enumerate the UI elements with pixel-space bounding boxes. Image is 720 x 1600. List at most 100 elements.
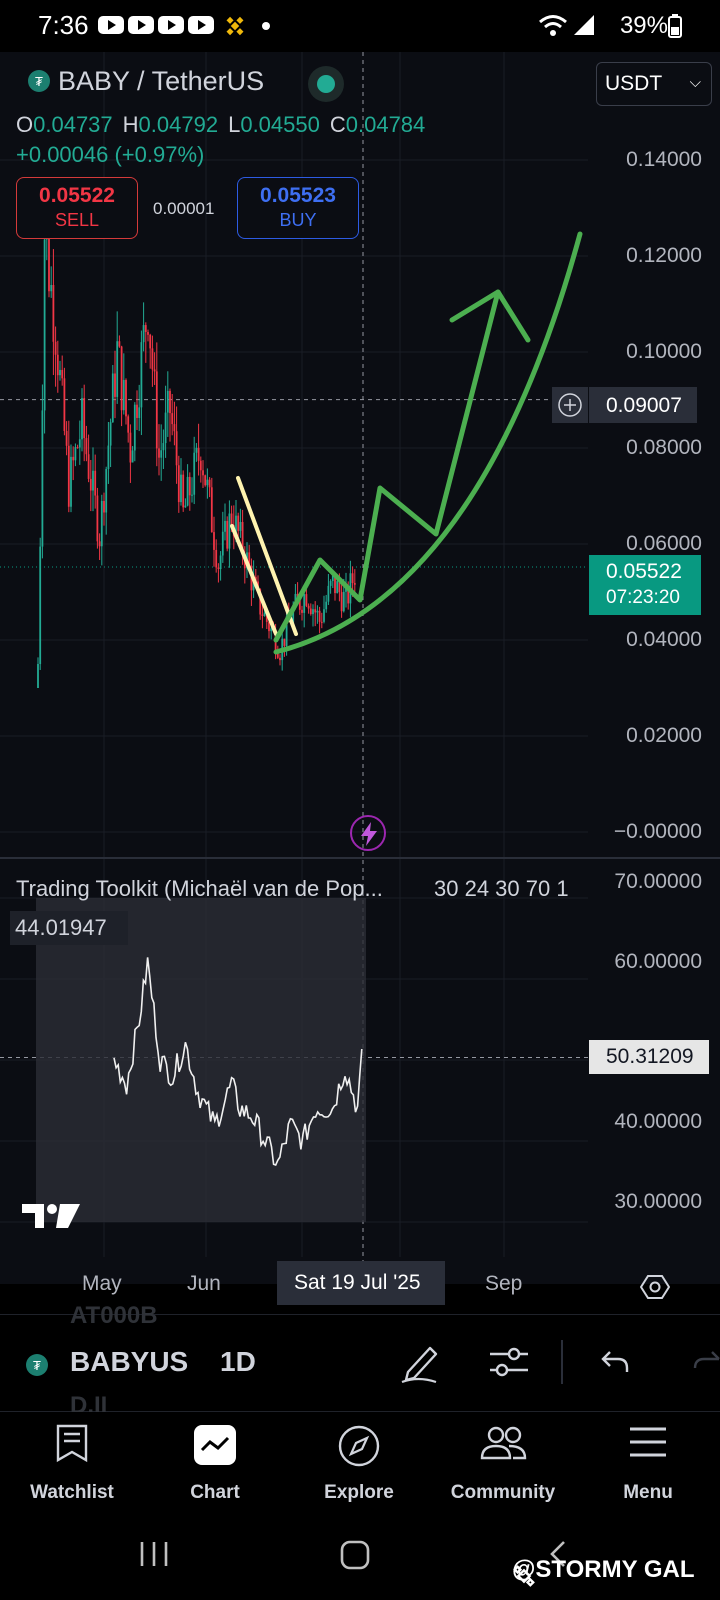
home-icon[interactable] <box>340 1540 370 1570</box>
sell-button[interactable]: 0.05522 SELL <box>16 177 138 239</box>
symbol-picker[interactable]: BABYUS <box>70 1346 189 1377</box>
currency-select[interactable]: USDT ⌵ <box>596 62 712 106</box>
time-tick-may: May <box>82 1272 122 1295</box>
oscillator-last-label: 50.31209 <box>589 1040 709 1074</box>
redo-icon[interactable] <box>692 1348 720 1376</box>
bottom-nav <box>0 1412 720 1532</box>
symbol-title[interactable]: BABY / TetherUS <box>58 66 265 96</box>
high-value: 0.04792 <box>138 112 219 137</box>
undo-icon[interactable] <box>600 1348 630 1376</box>
candle-body <box>338 581 341 593</box>
candle-body <box>351 573 354 584</box>
candle-body <box>301 609 303 613</box>
candle-body <box>305 594 308 606</box>
nav-explore-label: Explore <box>324 1482 394 1503</box>
candle-body <box>199 460 202 471</box>
crosshair-date-value: Sat 19 Jul '25 <box>294 1271 421 1294</box>
candle-body <box>195 447 198 453</box>
candle-body <box>67 445 70 507</box>
candle-body <box>87 454 90 479</box>
buy-label: BUY <box>279 210 317 230</box>
candle-body <box>151 348 154 370</box>
low-label: L <box>228 112 241 137</box>
compass-icon <box>338 1425 380 1467</box>
hamburger-menu-icon <box>630 1427 666 1457</box>
candle-body <box>37 664 39 688</box>
more-notifications-dot <box>262 22 270 30</box>
gear-icon[interactable] <box>640 1272 670 1302</box>
candle-body <box>318 610 321 622</box>
candle-body <box>186 476 189 506</box>
candle-body <box>279 657 281 661</box>
candle-body <box>76 447 79 449</box>
candle-body <box>155 371 158 449</box>
buy-price: 0.05523 <box>260 184 336 207</box>
ghost-symbol-above: AT000B <box>70 1302 158 1329</box>
candle-body <box>127 416 130 433</box>
tradingview-logo-icon[interactable] <box>22 1202 82 1232</box>
candle-body <box>325 601 328 610</box>
sliders-icon[interactable] <box>488 1344 530 1380</box>
candle-body <box>298 599 301 610</box>
candle-body <box>48 238 50 292</box>
buy-button[interactable]: 0.05523 BUY <box>237 177 359 239</box>
spread-value: 0.00001 <box>153 199 215 218</box>
channel-line-upper <box>236 476 298 636</box>
candle-body <box>221 531 224 556</box>
interval-picker[interactable]: 1D <box>220 1346 256 1377</box>
candle-body <box>50 285 53 292</box>
candle-body <box>160 450 163 458</box>
candle-body <box>210 487 213 533</box>
candle-body <box>158 448 160 458</box>
recent-apps-icon[interactable] <box>138 1540 172 1568</box>
add-alert-button[interactable] <box>552 387 588 423</box>
symbol-logo-icon: ₮ <box>26 1354 48 1376</box>
candle-body <box>320 621 323 623</box>
svg-text:₮: ₮ <box>33 1358 41 1373</box>
candle-body <box>336 581 339 594</box>
open-label: O <box>16 112 34 137</box>
candle-body <box>206 479 209 486</box>
time-tick-jun: Jun <box>187 1272 221 1295</box>
candle-body <box>111 373 114 423</box>
candle-body <box>147 332 149 335</box>
candle-body <box>140 342 143 408</box>
candle-body <box>184 505 187 508</box>
oscillator-tick: 30.00000 <box>614 1190 702 1213</box>
candle-body <box>59 369 61 376</box>
candle-body <box>261 614 264 616</box>
price-tick: −0.00000 <box>613 820 702 843</box>
chart-icon <box>194 1425 236 1465</box>
candle-body <box>228 513 231 549</box>
candle-body <box>342 591 345 612</box>
candle-body <box>182 474 185 508</box>
time-tick-sep: Sep <box>485 1272 523 1295</box>
lightning-icon[interactable] <box>350 815 386 851</box>
indicator-title[interactable]: Trading Toolkit (Michaël van de Pop... <box>16 876 383 901</box>
last-price-value: 0.05522 <box>606 560 682 583</box>
candle-body <box>217 567 220 570</box>
candle-body <box>85 438 88 455</box>
pencil-icon[interactable] <box>400 1340 440 1384</box>
candle-body <box>56 354 59 376</box>
back-icon[interactable] <box>548 1540 570 1568</box>
candle-body <box>78 439 81 448</box>
high-label: H <box>122 112 139 137</box>
market-status-indicator[interactable] <box>308 66 344 102</box>
candle-body <box>118 341 121 347</box>
candle-body <box>285 616 288 646</box>
candle-body <box>202 470 204 476</box>
price-chart[interactable] <box>0 52 720 1284</box>
candle-body <box>188 476 191 496</box>
candle-body <box>136 404 138 418</box>
chart-area[interactable] <box>0 52 720 1284</box>
ohlc-legend: O0.04737 H0.04792 L0.04550 C0.04784 <box>16 112 435 138</box>
candle-body <box>329 581 332 586</box>
candle-body <box>283 638 286 646</box>
candle-body <box>129 432 132 463</box>
candle-body <box>52 285 55 342</box>
binance-icon <box>226 16 244 36</box>
candle-body <box>213 532 215 550</box>
candle-body <box>191 494 193 496</box>
price-tick: 0.04000 <box>626 628 702 651</box>
